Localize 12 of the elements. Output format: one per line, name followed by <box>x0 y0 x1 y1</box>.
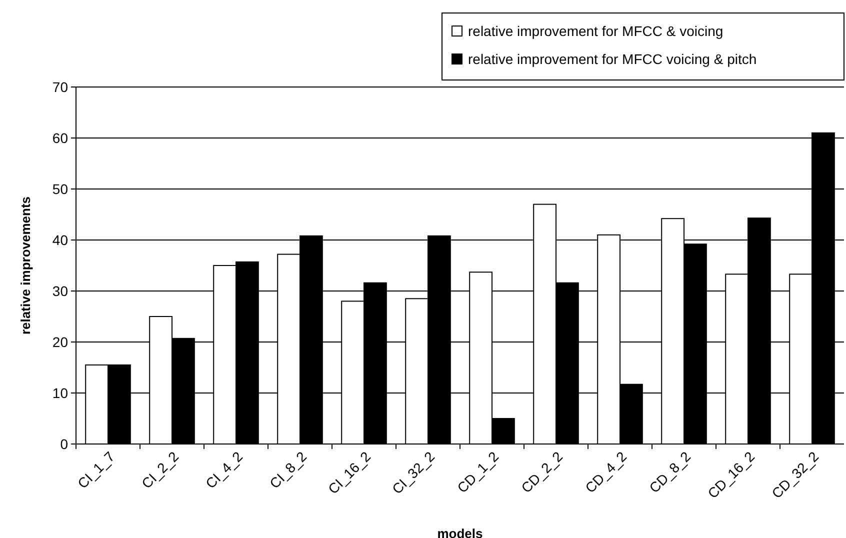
y-tick-label: 30 <box>52 282 68 299</box>
y-tick-label: 0 <box>60 436 68 452</box>
x-axis-title: models <box>437 526 483 538</box>
y-tick-label: 10 <box>52 384 68 401</box>
y-tick-label: 70 <box>52 78 68 95</box>
y-tick-label: 40 <box>52 232 68 248</box>
legend-label: relative improvement for MFCC & voicing <box>468 22 724 39</box>
legend-label: relative improvement for MFCC voicing & pitch <box>468 50 757 67</box>
y-tick-label: 60 <box>52 130 68 146</box>
y-tick-label: 50 <box>52 180 68 197</box>
y-axis-title: relative improvements <box>18 196 33 335</box>
y-tick-label: 20 <box>52 334 68 350</box>
